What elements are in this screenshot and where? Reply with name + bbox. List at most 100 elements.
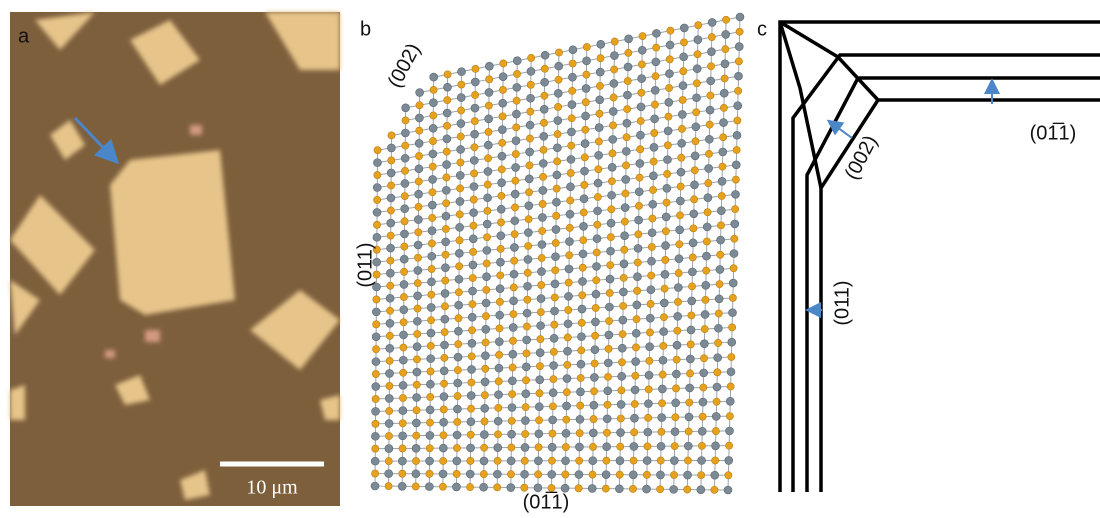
atom (425, 483, 433, 491)
atom (372, 445, 379, 452)
atom (540, 132, 548, 140)
atom (675, 255, 683, 263)
atom (541, 51, 549, 59)
atom (568, 101, 576, 109)
atom (674, 298, 681, 305)
atom (399, 356, 407, 364)
atom (635, 231, 642, 238)
atom (482, 325, 490, 333)
atom (648, 272, 655, 279)
atom (512, 177, 519, 184)
atom (611, 38, 618, 45)
atom (658, 385, 666, 393)
atom (686, 370, 693, 377)
atom (644, 400, 652, 408)
atom (610, 52, 618, 60)
atom (467, 405, 474, 412)
atom (507, 457, 515, 465)
atom (481, 378, 489, 386)
scale-bar-label: 10 μm (246, 477, 298, 499)
atom (583, 71, 590, 78)
atom (550, 348, 557, 355)
atom (679, 96, 686, 103)
atom (442, 238, 450, 246)
atom (388, 157, 395, 164)
atom (618, 359, 625, 366)
atom (371, 482, 379, 490)
atom (511, 190, 519, 198)
atom (498, 179, 506, 187)
atom (386, 369, 394, 377)
atom (453, 405, 461, 413)
atom (576, 457, 583, 464)
atom (414, 280, 421, 287)
atom (497, 205, 505, 213)
atom (468, 365, 476, 373)
atom (566, 224, 573, 231)
atom (595, 124, 603, 132)
atom (581, 181, 588, 188)
atom (522, 404, 529, 411)
atom (563, 402, 571, 410)
atom (414, 305, 421, 312)
atom (441, 329, 448, 336)
atom (596, 82, 603, 89)
atom (372, 370, 379, 377)
atom (604, 373, 611, 380)
atom (512, 110, 520, 118)
atom (513, 70, 520, 77)
atom (652, 73, 659, 80)
atom (535, 403, 543, 411)
atom (706, 106, 714, 114)
atom (667, 27, 674, 34)
atom (524, 282, 532, 290)
atom (525, 216, 532, 223)
facet-label: (002) (841, 132, 882, 184)
atom (588, 484, 596, 492)
atom (550, 376, 557, 383)
atom (401, 154, 409, 162)
atom (632, 329, 640, 337)
atom (495, 338, 503, 346)
atom (521, 457, 528, 464)
atom (661, 285, 668, 292)
atom (678, 125, 685, 132)
atom (648, 229, 656, 237)
atom (480, 431, 488, 439)
atom (510, 311, 517, 318)
atom (651, 115, 659, 123)
atom (427, 342, 434, 349)
atom (672, 399, 680, 407)
atom (562, 429, 570, 437)
atom (675, 269, 682, 276)
atom (440, 406, 447, 413)
atom (552, 267, 559, 274)
atom (481, 404, 489, 412)
atom (508, 444, 515, 451)
atom (698, 442, 705, 449)
atom (412, 470, 420, 478)
atom (698, 471, 705, 478)
atom (670, 457, 678, 465)
atom (705, 150, 712, 157)
atom (554, 131, 561, 138)
atom (644, 414, 651, 421)
atom (632, 372, 639, 379)
atom (527, 67, 535, 75)
atom (656, 471, 664, 479)
atom (706, 121, 713, 128)
atom (414, 216, 422, 224)
atom (693, 109, 700, 116)
atom (468, 327, 475, 334)
atom (622, 162, 629, 169)
atom (440, 393, 448, 401)
atom (678, 110, 686, 118)
atom (483, 260, 490, 267)
atom (676, 197, 684, 205)
atom (453, 431, 461, 439)
atom (591, 318, 599, 326)
atom (387, 219, 395, 227)
atom (457, 94, 465, 102)
atom (537, 322, 545, 330)
atom (649, 172, 657, 180)
